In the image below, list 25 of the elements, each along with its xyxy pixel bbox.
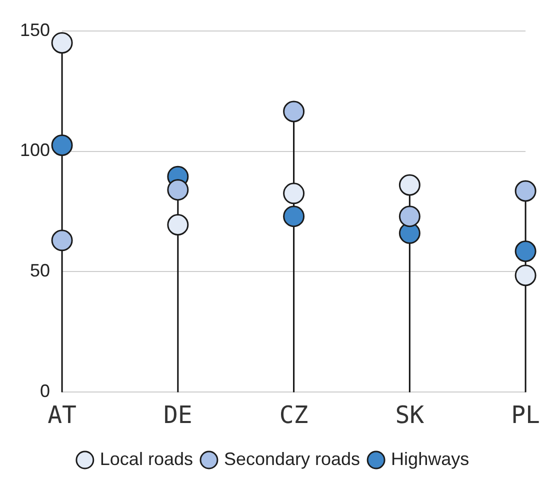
point <box>514 240 536 262</box>
point <box>51 134 73 156</box>
point <box>398 206 420 228</box>
point <box>283 100 305 122</box>
point <box>167 179 189 201</box>
legend-label: Secondary roads <box>224 448 360 469</box>
legend-label: Highways <box>391 448 470 469</box>
y-tick-label: 100 <box>20 140 50 160</box>
x-tick-label: CZ <box>279 400 308 429</box>
y-tick-label: 50 <box>30 260 50 281</box>
x-tick-label: AT <box>48 400 76 429</box>
point <box>514 180 536 202</box>
point <box>514 264 536 286</box>
point <box>51 230 73 252</box>
point <box>283 206 305 228</box>
point <box>167 214 189 236</box>
y-tick-label: 150 <box>20 20 50 40</box>
x-tick-label: DE <box>163 400 192 429</box>
legend-label: Local roads <box>100 448 193 469</box>
x-tick-label: SK <box>395 400 425 429</box>
point <box>283 182 305 204</box>
point <box>398 174 420 196</box>
y-tick-label: 0 <box>40 381 50 402</box>
x-tick-label: PL <box>511 400 540 429</box>
point <box>51 32 73 54</box>
